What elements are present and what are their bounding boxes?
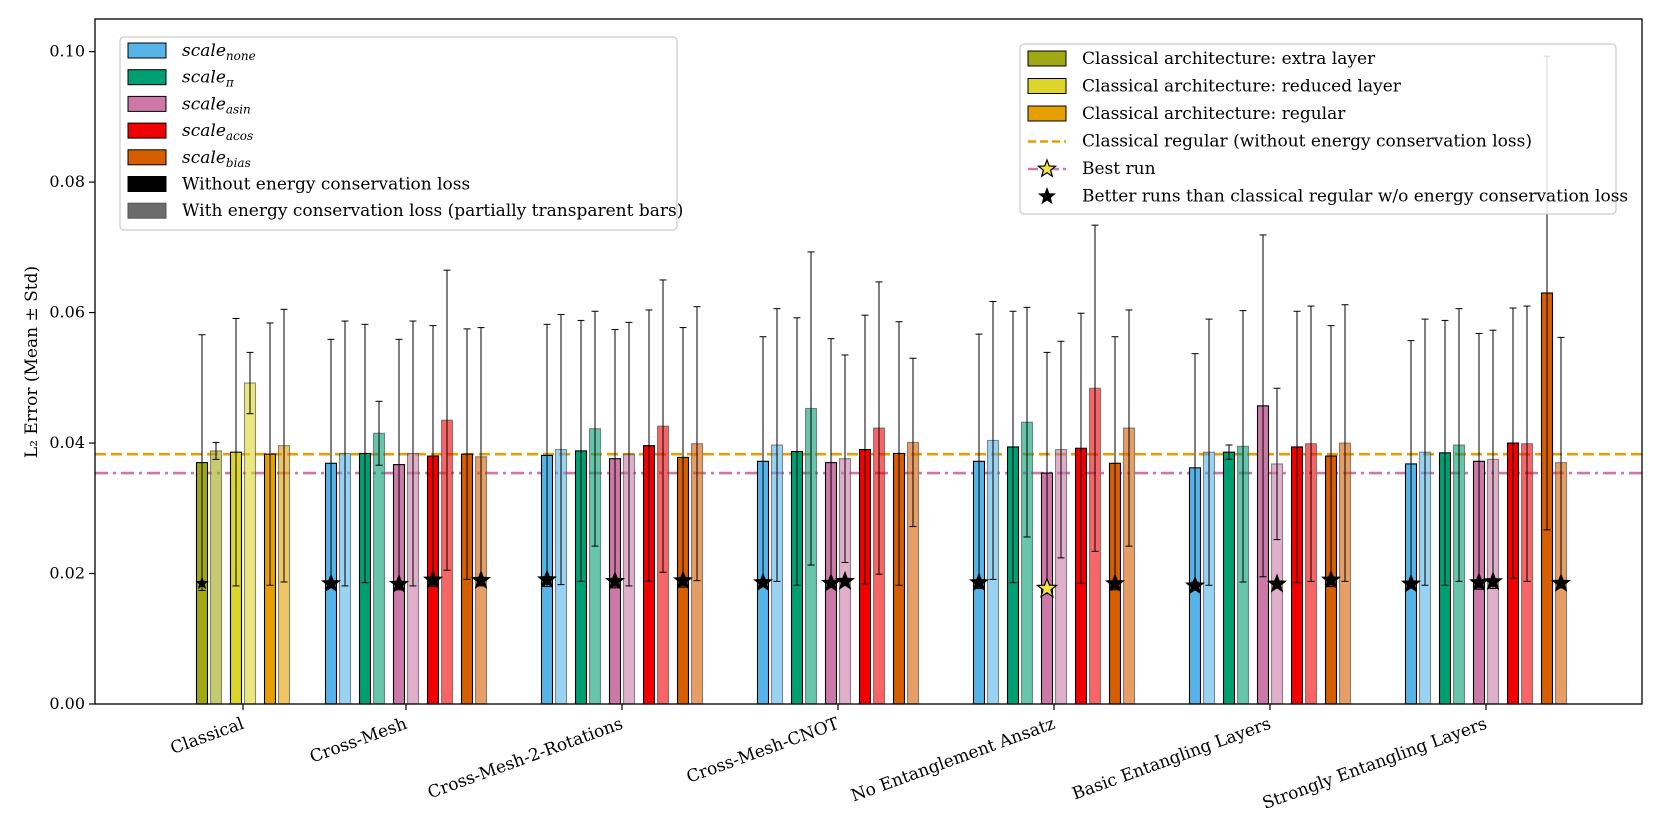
legend-label-asin: scaleasin (182, 94, 251, 116)
y-tick-label: 0.02 (49, 564, 85, 583)
better-run-star (195, 576, 209, 589)
y-tick-label: 0.06 (49, 303, 85, 322)
best-run-star (1035, 576, 1059, 599)
legend-swatch-without (127, 176, 167, 192)
better-run-star (1551, 572, 1571, 592)
legend-better-star (1037, 187, 1057, 205)
legend-right-label: Better runs than classical regular w/o e… (1082, 187, 1628, 207)
legend-label-base: scale (182, 41, 226, 61)
better-run-star (1105, 573, 1125, 593)
legend-label-base: scale (182, 121, 226, 141)
legend-swatch-regular (1027, 105, 1067, 122)
legend-label-pi: scaleπ (182, 68, 235, 90)
legend-swatch-extra (1027, 50, 1067, 67)
y-tick-label: 0.10 (49, 42, 85, 61)
legend-right-frame (1019, 43, 1617, 215)
legend-right-label: Classical architecture: regular (1082, 104, 1346, 124)
better-run-star (753, 572, 773, 592)
legend-left-frame (119, 36, 678, 231)
better-run-star (1483, 571, 1503, 591)
better-run-star (1469, 572, 1489, 592)
better-run-star (1185, 575, 1205, 595)
better-run-star (537, 569, 557, 589)
better-run-star (835, 570, 855, 590)
bar-classical-reduced-with (243, 382, 257, 705)
legend-right-label: Classical architecture: reduced layer (1082, 77, 1402, 97)
better-run-star (969, 572, 989, 592)
legend-label-bias: scalebias (182, 148, 251, 170)
better-run-star (821, 572, 841, 592)
y-tick-label: 0.08 (49, 172, 85, 191)
legend-right: Classical architecture: extra layer Class… (1019, 43, 1628, 215)
legend-label-base: scale (182, 94, 226, 114)
legend-swatch-reduced (1027, 78, 1067, 94)
y-tick-label: 0.00 (49, 694, 85, 713)
legend-swatch-with (127, 202, 167, 219)
better-run-star (423, 569, 443, 589)
legend-label-sub: acos (226, 129, 253, 143)
legend-label-without: Without energy conservation loss (182, 175, 470, 195)
legend-right-label: Classical architecture: extra layer (1082, 49, 1376, 69)
legend-label-acos: scaleacos (182, 121, 253, 143)
markers (195, 569, 1571, 599)
legend-label-sub: asin (226, 102, 251, 116)
legend-swatch-acos (127, 122, 167, 139)
legend-right-label: Classical regular (without energy conser… (1082, 132, 1532, 152)
legend-swatch-pi (127, 69, 167, 86)
legend-label-with: With energy conservation loss (partially… (182, 201, 683, 221)
bar-cross-mesh-pi-with (372, 432, 386, 705)
legend-right-label: Best run (1082, 159, 1156, 179)
legend-label-none: scalenone (182, 41, 256, 63)
better-run-star (673, 570, 693, 590)
legend-swatch-none (127, 42, 167, 59)
legend-label-sub: none (226, 49, 256, 63)
legend-swatch-asin (127, 95, 167, 112)
legend-label-base: scale (182, 68, 226, 88)
bar-basic-entangling-layers-pi-without (1222, 451, 1236, 705)
legend-label-sub: bias (226, 156, 251, 170)
legend-label-base: scale (182, 148, 226, 168)
y-axis-label: L₂ Error (Mean ± Std) (22, 266, 42, 458)
legend-label-sub: π (225, 76, 235, 90)
bar-classical-extra-with (209, 450, 223, 705)
error-bars (198, 55, 1565, 595)
better-run-star (321, 573, 341, 593)
y-axis: 0.00 0.02 0.04 0.06 0.08 0.10 (49, 42, 95, 713)
better-run-star (389, 573, 409, 593)
better-run-star (605, 570, 625, 590)
better-run-star (1321, 569, 1341, 589)
legend-best-star (1036, 158, 1058, 178)
plot-frame (94, 18, 1643, 705)
better-run-star (1401, 573, 1421, 593)
legend-swatch-bias (127, 149, 167, 166)
better-run-star (1267, 573, 1287, 593)
y-tick-label: 0.04 (49, 433, 85, 452)
legend-left: scalenonescaleπscaleasinscaleacosscalebi… (119, 36, 683, 231)
better-run-star (471, 569, 491, 589)
